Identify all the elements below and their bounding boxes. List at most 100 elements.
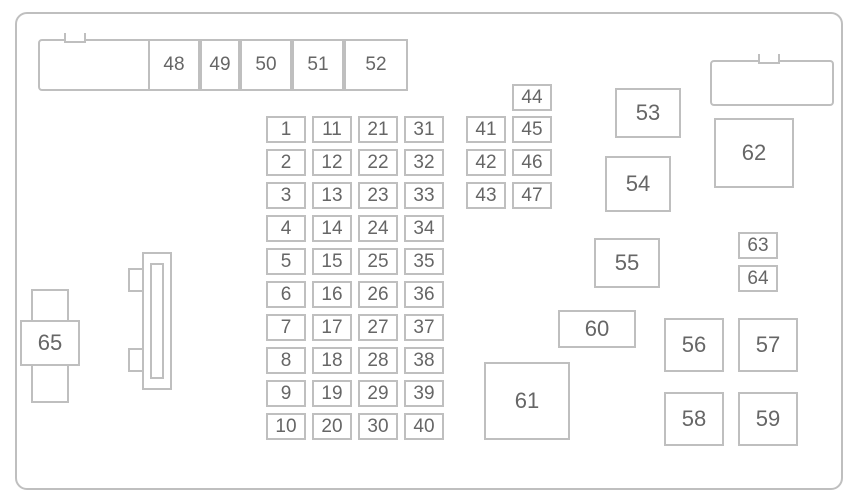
label: 45 xyxy=(521,119,542,141)
fuse-63: 63 xyxy=(738,232,778,259)
fuse-9: 9 xyxy=(266,380,306,407)
fuse-37: 37 xyxy=(404,314,444,341)
label: 17 xyxy=(321,317,342,339)
label: 37 xyxy=(413,317,434,339)
label: 64 xyxy=(747,268,768,290)
label: 50 xyxy=(255,54,276,76)
left-connector-tab-top xyxy=(128,268,144,292)
label: 51 xyxy=(307,54,328,76)
label: 38 xyxy=(413,350,434,372)
fuse-33: 33 xyxy=(404,182,444,209)
label: 35 xyxy=(413,251,434,273)
fuse-64: 64 xyxy=(738,265,778,292)
label: 46 xyxy=(521,152,542,174)
label: 8 xyxy=(281,350,292,372)
label: 16 xyxy=(321,284,342,306)
label: 62 xyxy=(742,140,766,166)
label: 31 xyxy=(413,119,434,141)
slot-48: 48 xyxy=(148,39,200,91)
fuse-11: 11 xyxy=(312,116,352,143)
relay-57: 57 xyxy=(738,318,798,372)
fuse-42: 42 xyxy=(466,149,506,176)
fuse-43: 43 xyxy=(466,182,506,209)
label: 18 xyxy=(321,350,342,372)
label: 47 xyxy=(521,185,542,207)
relay-55: 55 xyxy=(594,238,660,288)
fuse-39: 39 xyxy=(404,380,444,407)
label: 9 xyxy=(281,383,292,405)
fuse-40: 40 xyxy=(404,413,444,440)
label: 56 xyxy=(682,332,706,358)
label: 3 xyxy=(281,185,292,207)
fuse-30: 30 xyxy=(358,413,398,440)
label: 20 xyxy=(321,416,342,438)
slot-49: 49 xyxy=(200,39,240,91)
module-65: 65 xyxy=(20,320,80,366)
label: 25 xyxy=(367,251,388,273)
label: 40 xyxy=(413,416,434,438)
fuse-18: 18 xyxy=(312,347,352,374)
fuse-32: 32 xyxy=(404,149,444,176)
label: 49 xyxy=(209,54,230,76)
fuse-4: 4 xyxy=(266,215,306,242)
fuse-44: 44 xyxy=(512,84,552,111)
fuse-19: 19 xyxy=(312,380,352,407)
label: 33 xyxy=(413,185,434,207)
fuse-31: 31 xyxy=(404,116,444,143)
label: 12 xyxy=(321,152,342,174)
fuse-25: 25 xyxy=(358,248,398,275)
label: 39 xyxy=(413,383,434,405)
fuse-12: 12 xyxy=(312,149,352,176)
fuse-45: 45 xyxy=(512,116,552,143)
fuse-46: 46 xyxy=(512,149,552,176)
label: 60 xyxy=(585,316,609,342)
fuse-3: 3 xyxy=(266,182,306,209)
label: 2 xyxy=(281,152,292,174)
fuse-29: 29 xyxy=(358,380,398,407)
fuse-15: 15 xyxy=(312,248,352,275)
label: 48 xyxy=(163,54,184,76)
label: 29 xyxy=(367,383,388,405)
relay-61: 61 xyxy=(484,362,570,440)
fuse-1: 1 xyxy=(266,116,306,143)
fuse-13: 13 xyxy=(312,182,352,209)
fuse-41: 41 xyxy=(466,116,506,143)
label: 26 xyxy=(367,284,388,306)
label: 58 xyxy=(682,406,706,432)
fuse-7: 7 xyxy=(266,314,306,341)
fuse-34: 34 xyxy=(404,215,444,242)
label: 4 xyxy=(281,218,292,240)
label: 32 xyxy=(413,152,434,174)
fuse-38: 38 xyxy=(404,347,444,374)
fuse-17: 17 xyxy=(312,314,352,341)
fuse-5: 5 xyxy=(266,248,306,275)
label: 65 xyxy=(38,330,62,356)
fuse-14: 14 xyxy=(312,215,352,242)
label: 36 xyxy=(413,284,434,306)
relay-62: 62 xyxy=(714,118,794,188)
relay-54: 54 xyxy=(605,156,671,212)
label: 57 xyxy=(756,332,780,358)
fuse-22: 22 xyxy=(358,149,398,176)
label: 44 xyxy=(521,87,542,109)
label: 24 xyxy=(367,218,388,240)
label: 21 xyxy=(367,119,388,141)
fuse-47: 47 xyxy=(512,182,552,209)
fuse-26: 26 xyxy=(358,281,398,308)
fuse-23: 23 xyxy=(358,182,398,209)
fuse-16: 16 xyxy=(312,281,352,308)
relay-53: 53 xyxy=(615,88,681,138)
label: 22 xyxy=(367,152,388,174)
fuse-35: 35 xyxy=(404,248,444,275)
label: 63 xyxy=(747,235,768,257)
label: 42 xyxy=(475,152,496,174)
fuse-6: 6 xyxy=(266,281,306,308)
label: 52 xyxy=(365,54,386,76)
label: 41 xyxy=(475,119,496,141)
label: 34 xyxy=(413,218,434,240)
fuse-21: 21 xyxy=(358,116,398,143)
fuse-20: 20 xyxy=(312,413,352,440)
label: 11 xyxy=(322,119,342,141)
fuse-8: 8 xyxy=(266,347,306,374)
label: 59 xyxy=(756,406,780,432)
